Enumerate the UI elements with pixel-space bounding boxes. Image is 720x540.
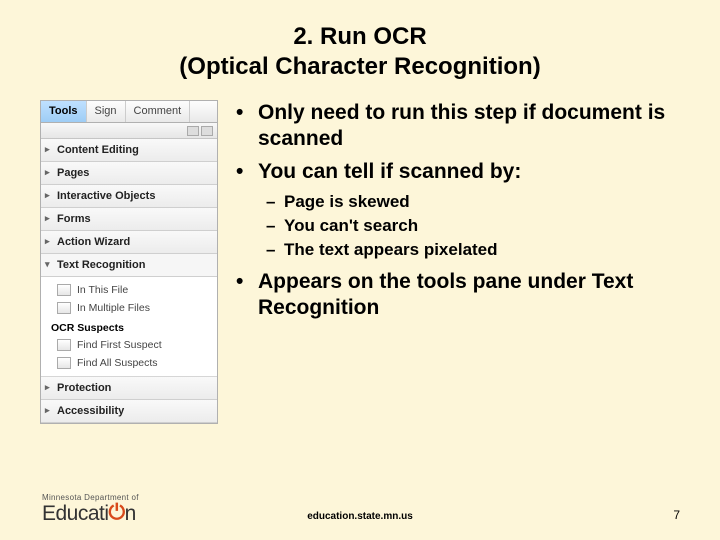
panel-toolbar	[41, 123, 217, 139]
section-accessibility[interactable]: Accessibility	[41, 400, 217, 423]
bullet-item: You can tell if scanned by: Page is skew…	[236, 159, 680, 261]
item-label: In This File	[77, 284, 128, 296]
search-icon	[57, 339, 71, 351]
section-content-editing[interactable]: Content Editing	[41, 139, 217, 162]
toolbar-icon[interactable]	[201, 126, 213, 136]
page-number: 7	[673, 508, 680, 522]
files-icon	[57, 302, 71, 314]
bullet-list: Only need to run this step if document i…	[236, 100, 680, 424]
text-recognition-group: In This File In Multiple Files OCR Suspe…	[41, 277, 217, 377]
search-all-icon	[57, 357, 71, 369]
tab-sign[interactable]: Sign	[87, 101, 126, 122]
item-label: Find First Suspect	[77, 339, 162, 351]
item-label: In Multiple Files	[77, 302, 150, 314]
tab-comment[interactable]: Comment	[126, 101, 191, 122]
bullet-item: Only need to run this step if document i…	[236, 100, 680, 153]
panel-tabs: Tools Sign Comment	[41, 101, 217, 123]
tools-panel: Tools Sign Comment Content Editing Pages…	[40, 100, 218, 424]
title-line-1: 2. Run OCR	[0, 22, 720, 52]
title-line-2: (Optical Character Recognition)	[0, 52, 720, 82]
footer-url: education.state.mn.us	[0, 511, 720, 522]
item-label: Find All Suspects	[77, 357, 158, 369]
toolbar-icon[interactable]	[187, 126, 199, 136]
item-in-multiple-files[interactable]: In Multiple Files	[41, 299, 217, 317]
section-protection[interactable]: Protection	[41, 377, 217, 400]
section-pages[interactable]: Pages	[41, 162, 217, 185]
ocr-suspects-header: OCR Suspects	[41, 317, 217, 336]
item-in-this-file[interactable]: In This File	[41, 281, 217, 299]
section-action-wizard[interactable]: Action Wizard	[41, 231, 217, 254]
slide-footer: Minnesota Department of Educati⏻n educat…	[0, 478, 720, 540]
sub-bullet-item: The text appears pixelated	[266, 239, 680, 260]
sub-bullet-item: Page is skewed	[266, 191, 680, 212]
bullet-item: Appears on the tools pane under Text Rec…	[236, 269, 680, 322]
slide-title: 2. Run OCR (Optical Character Recognitio…	[0, 0, 720, 82]
section-interactive-objects[interactable]: Interactive Objects	[41, 185, 217, 208]
item-find-first-suspect[interactable]: Find First Suspect	[41, 336, 217, 354]
file-icon	[57, 284, 71, 296]
bullet-text: You can tell if scanned by:	[258, 160, 521, 183]
section-forms[interactable]: Forms	[41, 208, 217, 231]
tab-tools[interactable]: Tools	[41, 101, 87, 122]
section-text-recognition[interactable]: Text Recognition	[41, 254, 217, 277]
item-find-all-suspects[interactable]: Find All Suspects	[41, 354, 217, 372]
sub-bullet-item: You can't search	[266, 215, 680, 236]
